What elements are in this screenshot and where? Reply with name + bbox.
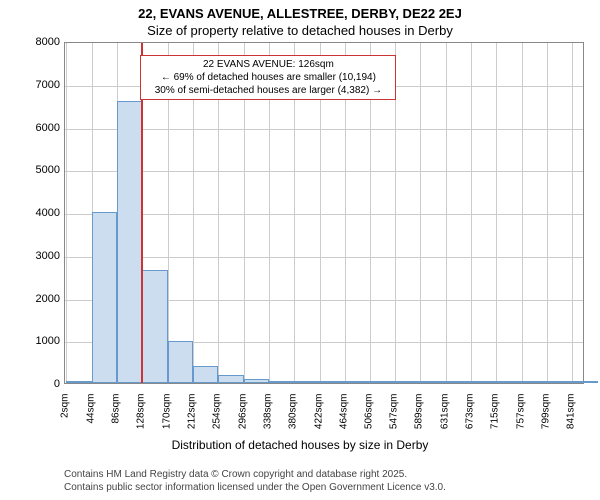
y-tick-label: 4000: [20, 207, 60, 219]
x-tick-label: 128sqm: [136, 394, 147, 444]
histogram-bar: [471, 381, 496, 383]
x-tick-label: 673sqm: [464, 394, 475, 444]
y-tick-label: 6000: [20, 122, 60, 134]
gridline-v: [547, 43, 548, 383]
histogram-bar: [168, 341, 193, 383]
x-tick-label: 44sqm: [85, 394, 96, 444]
x-tick-label: 631sqm: [439, 394, 450, 444]
histogram-bar: [66, 381, 91, 383]
histogram-bar: [572, 381, 597, 383]
x-tick-label: 212sqm: [186, 394, 197, 444]
y-tick-label: 7000: [20, 79, 60, 91]
gridline-v: [496, 43, 497, 383]
histogram-bar: [193, 366, 218, 383]
x-tick-label: 464sqm: [338, 394, 349, 444]
x-tick-label: 589sqm: [414, 394, 425, 444]
infobox-line: 22 EVANS AVENUE: 126sqm: [145, 58, 391, 71]
histogram-bar: [547, 381, 572, 383]
y-tick-label: 0: [20, 378, 60, 390]
histogram-bar: [269, 381, 294, 383]
x-tick-label: 422sqm: [313, 394, 324, 444]
y-tick-label: 1000: [20, 335, 60, 347]
x-tick-label: 338sqm: [262, 394, 273, 444]
histogram-bar: [142, 270, 167, 383]
histogram-bar: [345, 381, 370, 383]
chart-container: 22, EVANS AVENUE, ALLESTREE, DERBY, DE22…: [0, 0, 600, 500]
x-tick-label: 506sqm: [364, 394, 375, 444]
y-tick-label: 5000: [20, 164, 60, 176]
y-tick-label: 8000: [20, 36, 60, 48]
histogram-bar: [92, 212, 117, 383]
histogram-bar: [320, 381, 345, 383]
attribution-text: Contains HM Land Registry data © Crown c…: [64, 468, 446, 494]
histogram-bar: [117, 101, 142, 383]
plot-area: 22 EVANS AVENUE: 126sqm← 69% of detached…: [64, 42, 584, 384]
histogram-bar: [244, 379, 269, 383]
chart-title-line1: 22, EVANS AVENUE, ALLESTREE, DERBY, DE22…: [0, 6, 600, 21]
histogram-bar: [370, 381, 395, 383]
gridline-v: [66, 43, 67, 383]
gridline-v: [420, 43, 421, 383]
x-tick-label: 757sqm: [515, 394, 526, 444]
infobox-line: ← 69% of detached houses are smaller (10…: [145, 71, 391, 84]
histogram-bar: [218, 375, 243, 383]
x-tick-label: 254sqm: [212, 394, 223, 444]
attribution-line1: Contains HM Land Registry data © Crown c…: [64, 468, 446, 481]
x-tick-label: 380sqm: [288, 394, 299, 444]
y-tick-label: 2000: [20, 293, 60, 305]
histogram-bar: [496, 381, 521, 383]
x-tick-label: 86sqm: [110, 394, 121, 444]
histogram-bar: [522, 381, 547, 383]
x-tick-label: 296sqm: [237, 394, 248, 444]
gridline-v: [522, 43, 523, 383]
gridline-v: [572, 43, 573, 383]
attribution-line2: Contains public sector information licen…: [64, 481, 446, 494]
x-tick-label: 547sqm: [388, 394, 399, 444]
gridline-v: [471, 43, 472, 383]
x-tick-label: 170sqm: [161, 394, 172, 444]
histogram-bar: [395, 381, 420, 383]
gridline-v: [446, 43, 447, 383]
histogram-bar: [420, 381, 445, 383]
infobox-line: 30% of semi-detached houses are larger (…: [145, 84, 391, 97]
x-tick-label: 2sqm: [60, 394, 71, 444]
x-tick-label: 799sqm: [540, 394, 551, 444]
histogram-bar: [446, 381, 471, 383]
x-tick-label: 841sqm: [566, 394, 577, 444]
property-infobox: 22 EVANS AVENUE: 126sqm← 69% of detached…: [140, 55, 396, 100]
histogram-bar: [294, 381, 319, 383]
x-tick-label: 715sqm: [490, 394, 501, 444]
chart-title-line2: Size of property relative to detached ho…: [0, 23, 600, 38]
y-tick-label: 3000: [20, 250, 60, 262]
x-axis-label: Distribution of detached houses by size …: [0, 438, 600, 452]
